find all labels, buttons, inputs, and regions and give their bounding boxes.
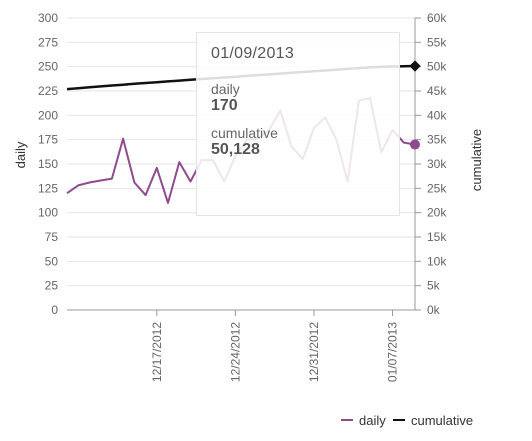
legend-label-daily[interactable]: daily [359, 413, 386, 428]
tooltip: 01/09/2013 daily 170 cumulative 50,128 [196, 32, 400, 216]
y-tick-label-left: 175 [38, 133, 58, 147]
legend-label-cumulative[interactable]: cumulative [411, 413, 473, 428]
y-tick-label-right: 60k [427, 11, 447, 25]
y-tick-label-left: 125 [38, 181, 58, 195]
y-tick-label-left: 75 [45, 230, 59, 244]
y-tick-label-left: 0 [51, 303, 58, 317]
y-tick-label-left: 275 [38, 35, 58, 49]
y-tick-label-left: 225 [38, 84, 58, 98]
y-tick-label-left: 250 [38, 60, 58, 74]
y-axis-title-right: cumulative [469, 129, 484, 191]
y-tick-label-right: 50k [427, 60, 447, 74]
tooltip-daily-value: 170 [211, 97, 238, 114]
x-tick-label: 12/24/2012 [228, 322, 242, 382]
y-tick-label-right: 20k [427, 206, 447, 220]
x-tick-label: 12/17/2012 [150, 322, 164, 382]
x-tick-label: 01/07/2013 [386, 322, 400, 382]
y-tick-label-left: 25 [45, 279, 59, 293]
y-tick-label-right: 55k [427, 35, 447, 49]
y-tick-label-left: 200 [38, 108, 58, 122]
tooltip-cumulative-label: cumulative [211, 125, 278, 141]
y-tick-label-left: 150 [38, 157, 58, 171]
tooltip-daily-label: daily [211, 81, 240, 97]
y-tick-label-right: 25k [427, 181, 447, 195]
tooltip-date: 01/09/2013 [211, 45, 295, 62]
y-tick-label-right: 45k [427, 84, 447, 98]
tooltip-cumulative-value: 50,128 [211, 141, 260, 158]
y-tick-label-left: 50 [45, 254, 59, 268]
y-tick-label-right: 10k [427, 254, 447, 268]
daily-point-marker[interactable] [410, 139, 420, 150]
cumulative-point-marker[interactable] [409, 60, 421, 72]
y-tick-label-right: 5k [427, 279, 441, 293]
x-tick-label: 12/31/2012 [307, 322, 321, 382]
axes: 0 25 50 75 100 125 150 175 200 225 250 275 300 0k 5k 10… [38, 11, 447, 382]
y-tick-label-right: 15k [427, 230, 447, 244]
y-axis-title-left: daily [13, 141, 28, 168]
legend: daily cumulative [341, 413, 473, 428]
y-tick-label-right: 40k [427, 108, 447, 122]
y-tick-label-left: 300 [38, 11, 58, 25]
y-tick-label-right: 35k [427, 133, 447, 147]
y-tick-label-right: 30k [427, 157, 447, 171]
y-tick-label-left: 100 [38, 206, 58, 220]
y-tick-label-right: 0k [427, 303, 441, 317]
